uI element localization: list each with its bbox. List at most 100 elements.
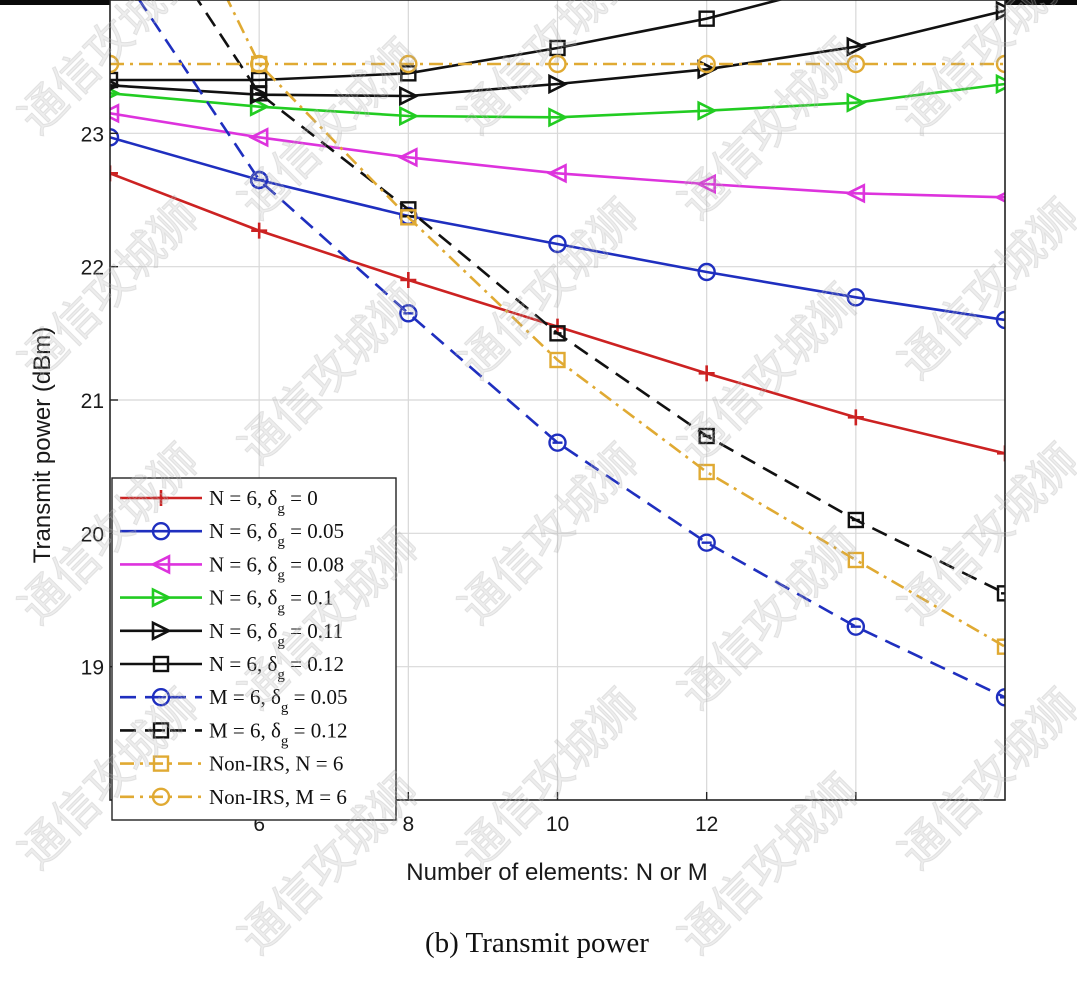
data-point [549,351,566,369]
data-point [846,617,866,636]
legend-entry: Non-IRS, N = 6 [120,752,343,776]
legend-swatch-marker-box [152,755,170,772]
data-point [250,85,268,102]
data-point [110,103,120,124]
data-point [698,463,715,481]
data-point-ring [548,433,567,452]
data-point-box [110,71,119,89]
data-point [548,54,567,74]
series-6 [137,0,1005,707]
data-point-ring [697,262,716,282]
legend-entry: N = 6, δg = 0.08 [120,552,344,583]
data-point [846,92,867,113]
data-point [846,54,866,74]
data-point [695,173,716,195]
y-axis-label: Transmit power (dBm) [29,327,56,563]
data-point [847,511,865,529]
series-line [110,112,1005,199]
data-point [548,234,567,254]
legend-swatch-marker [150,554,171,575]
legend-swatch-marker [151,787,171,806]
series-2 [110,103,1005,204]
x-tick-label: 10 [546,813,569,836]
legend-label: Non-IRS, M = 6 [209,785,347,809]
legend-swatch-marker [151,587,172,608]
legend-label: N = 6, δg = 0 [209,486,318,517]
legend-entry: N = 6, δg = 0.05 [120,519,344,550]
series-line [110,9,1005,98]
legend-swatch-marker-box [152,655,170,673]
x-axis-ticks: 6 8 10 12 [253,792,857,836]
legend-entry: Non-IRS, M = 6 [120,785,347,809]
data-point-ring [995,688,1005,707]
data-point [846,36,867,57]
legend-entry: N = 6, δg = 0.1 [120,586,334,617]
data-point [399,54,418,74]
x-tick-label: 6 [253,813,265,836]
figure-caption: (b) Transmit power [425,927,649,959]
data-point [847,551,865,569]
data-point [697,262,716,282]
data-point-ring [846,54,866,74]
data-point [110,54,120,74]
data-point-ring [399,304,418,323]
data-point [548,73,569,95]
data-point [995,73,1005,95]
legend-swatch-marker [151,688,171,707]
data-point-ring [995,54,1005,74]
data-point [248,127,269,148]
data-point [697,59,718,80]
data-point [249,54,269,74]
data-point [110,128,120,147]
y-tick-label: 20 [81,523,104,546]
data-point [697,54,716,74]
legend-label: N = 6, δg = 0.08 [209,552,344,583]
data-point [249,96,271,117]
legend-entry: N = 6, δg = 0.12 [120,652,344,683]
data-point [546,163,567,184]
data-point-box [847,551,865,569]
legend-label: N = 6, δg = 0.11 [209,619,343,650]
data-point [996,585,1005,602]
data-point [548,107,569,128]
legend-swatch-marker [152,755,170,772]
data-point [996,638,1005,655]
y-tick-label: 22 [81,257,104,280]
legend-entry: M = 6, δg = 0.12 [120,718,348,749]
legend-swatch-marker [153,490,169,506]
data-point [698,365,715,382]
legend-swatch-marker [151,620,172,641]
y-axis-ticks: 19 20 21 22 23 [81,123,118,680]
data-point [995,0,1005,21]
data-point-ring [846,288,866,307]
data-point-box [549,351,566,369]
data-point [846,288,866,307]
data-point [399,105,420,127]
data-point [400,272,417,288]
legend-label: N = 6, δg = 0.1 [209,586,334,617]
data-point-ring [548,234,567,254]
series-3 [110,73,1005,128]
legend: N = 6, δg = 0N = 6, δg = 0.05N = 6, δg =… [111,477,397,821]
data-point [548,433,567,452]
data-point-ring [399,54,418,74]
legend-swatch-marker-box [152,722,170,739]
data-point-ring [548,54,567,74]
data-point [110,71,119,89]
data-point-box [996,638,1005,655]
series-group [110,0,1005,707]
data-point-box [250,85,268,102]
legend-label: Non-IRS, N = 6 [209,752,343,776]
data-point [399,85,420,107]
data-point-ring [697,54,716,74]
data-point-ring [846,617,866,636]
legend-swatch-marker-ring [151,522,171,541]
data-point-box [400,65,417,82]
data-point [697,533,716,552]
data-point [697,100,718,121]
data-point [698,10,715,27]
legend-entry: N = 6, δg = 0.11 [120,619,343,650]
legend-swatch-marker [152,722,170,739]
legend-label: N = 6, δg = 0.12 [209,652,344,683]
